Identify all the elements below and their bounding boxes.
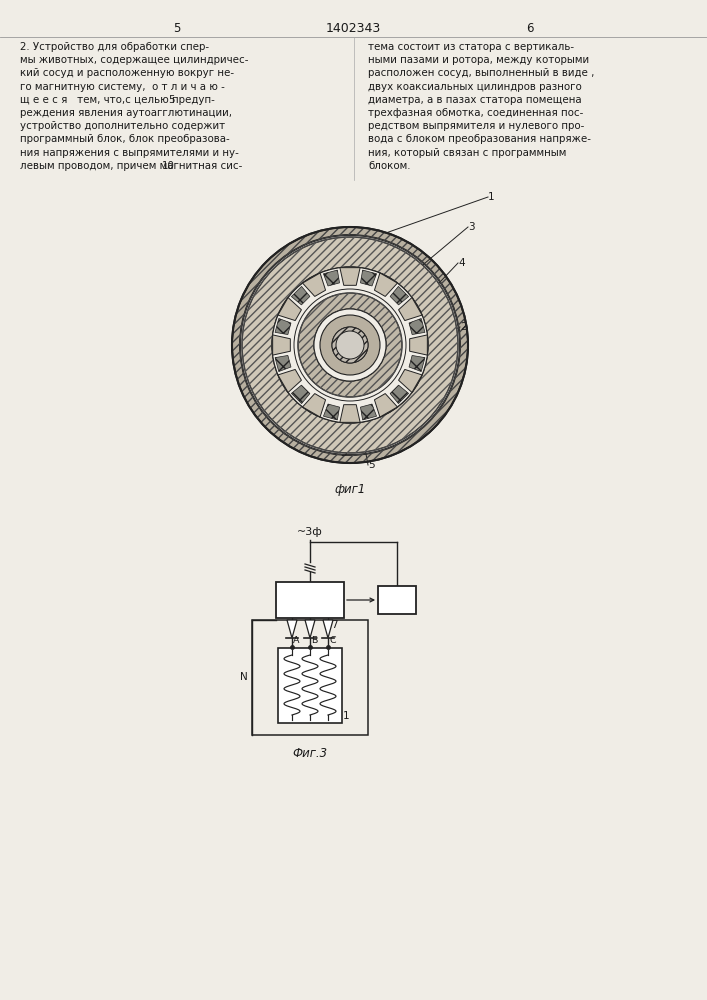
Polygon shape [390, 385, 409, 404]
FancyArrowPatch shape [346, 598, 374, 602]
Circle shape [336, 331, 364, 359]
Polygon shape [361, 270, 377, 286]
Circle shape [314, 309, 386, 381]
Text: щ е е с я   тем, что,с целью предуп-: щ е е с я тем, что,с целью предуп- [20, 95, 215, 105]
Text: 4: 4 [458, 258, 464, 268]
Bar [378, 586, 416, 614]
Polygon shape [278, 298, 301, 321]
Polygon shape [340, 268, 360, 285]
Text: 1: 1 [343, 711, 350, 721]
Polygon shape [323, 620, 333, 638]
Text: ния, который связан с программным: ния, который связан с программным [368, 148, 566, 158]
Text: реждения явления аутоагглютинации,: реждения явления аутоагглютинации, [20, 108, 232, 118]
Text: 5: 5 [340, 448, 346, 458]
Text: N: N [240, 672, 248, 682]
Text: ния напряжения с выпрямителями и ну-: ния напряжения с выпрямителями и ну- [20, 148, 239, 158]
Polygon shape [390, 286, 409, 305]
Polygon shape [340, 405, 360, 422]
Text: A: A [293, 636, 300, 645]
Polygon shape [275, 355, 291, 372]
Polygon shape [305, 620, 315, 638]
Text: го магнитную систему,  о т л и ч а ю -: го магнитную систему, о т л и ч а ю - [20, 82, 225, 92]
Text: 1: 1 [488, 192, 495, 202]
Text: Фиг.3: Фиг.3 [293, 747, 327, 760]
Polygon shape [409, 355, 425, 372]
Text: 1402343: 1402343 [325, 22, 380, 35]
Text: 3: 3 [468, 222, 474, 232]
Text: 2: 2 [460, 322, 467, 332]
Text: 5: 5 [368, 460, 375, 470]
Text: расположен сосуд, выполненный в виде ,: расположен сосуд, выполненный в виде , [368, 68, 595, 78]
Polygon shape [409, 318, 425, 335]
Polygon shape [303, 394, 325, 417]
Polygon shape [303, 273, 325, 296]
Text: 6: 6 [432, 355, 438, 365]
Text: диаметра, а в пазах статора помещена: диаметра, а в пазах статора помещена [368, 95, 582, 105]
Text: фиг1: фиг1 [334, 483, 366, 496]
Text: B: B [311, 636, 317, 645]
Polygon shape [375, 273, 397, 296]
Polygon shape [291, 286, 310, 305]
Polygon shape [287, 620, 297, 638]
Bar [278, 648, 342, 723]
Polygon shape [275, 318, 291, 335]
Polygon shape [409, 335, 427, 355]
Text: C: C [329, 636, 336, 645]
Text: вода с блоком преобразования напряже-: вода с блоком преобразования напряже- [368, 134, 591, 144]
Circle shape [294, 289, 406, 401]
Text: блоком.: блоком. [368, 161, 411, 171]
Text: 9: 9 [393, 593, 401, 606]
Bar [276, 582, 344, 618]
Polygon shape [361, 404, 377, 420]
Polygon shape [324, 404, 339, 420]
Polygon shape [273, 335, 291, 355]
Polygon shape [291, 385, 310, 404]
Text: ~3ф: ~3ф [297, 527, 323, 537]
Text: 5: 5 [168, 95, 175, 105]
Text: устройство дополнительно содержит: устройство дополнительно содержит [20, 121, 225, 131]
Text: двух коаксиальных цилиндров разного: двух коаксиальных цилиндров разного [368, 82, 582, 92]
Text: 4: 4 [332, 692, 339, 702]
Text: 10: 10 [162, 161, 175, 171]
Text: тема состоит из статора с вертикаль-: тема состоит из статора с вертикаль- [368, 42, 574, 52]
Polygon shape [278, 369, 301, 392]
Text: 2. Устройство для обработки спер-: 2. Устройство для обработки спер- [20, 42, 209, 52]
Text: 5: 5 [173, 22, 181, 35]
Circle shape [332, 327, 368, 363]
Text: левым проводом, причем магнитная сис-: левым проводом, причем магнитная сис- [20, 161, 243, 171]
Polygon shape [324, 270, 339, 286]
Text: мы животных, содержащее цилиндричес-: мы животных, содержащее цилиндричес- [20, 55, 248, 65]
Text: программный блок, блок преобразова-: программный блок, блок преобразова- [20, 134, 230, 144]
Text: редством выпрямителя и нулевого про-: редством выпрямителя и нулевого про- [368, 121, 585, 131]
Text: трехфазная обмотка, соединенная пос-: трехфазная обмотка, соединенная пос- [368, 108, 583, 118]
Text: кий сосуд и расположенную вокруг не-: кий сосуд и расположенную вокруг не- [20, 68, 234, 78]
Text: 7: 7 [331, 620, 338, 630]
Bar [252, 620, 368, 735]
Text: 8: 8 [306, 593, 314, 606]
Text: ными пазами и ротора, между которыми: ными пазами и ротора, между которыми [368, 55, 589, 65]
Polygon shape [399, 298, 422, 321]
Circle shape [272, 267, 428, 423]
Polygon shape [375, 394, 397, 417]
Text: 6: 6 [526, 22, 534, 35]
Polygon shape [399, 369, 422, 392]
